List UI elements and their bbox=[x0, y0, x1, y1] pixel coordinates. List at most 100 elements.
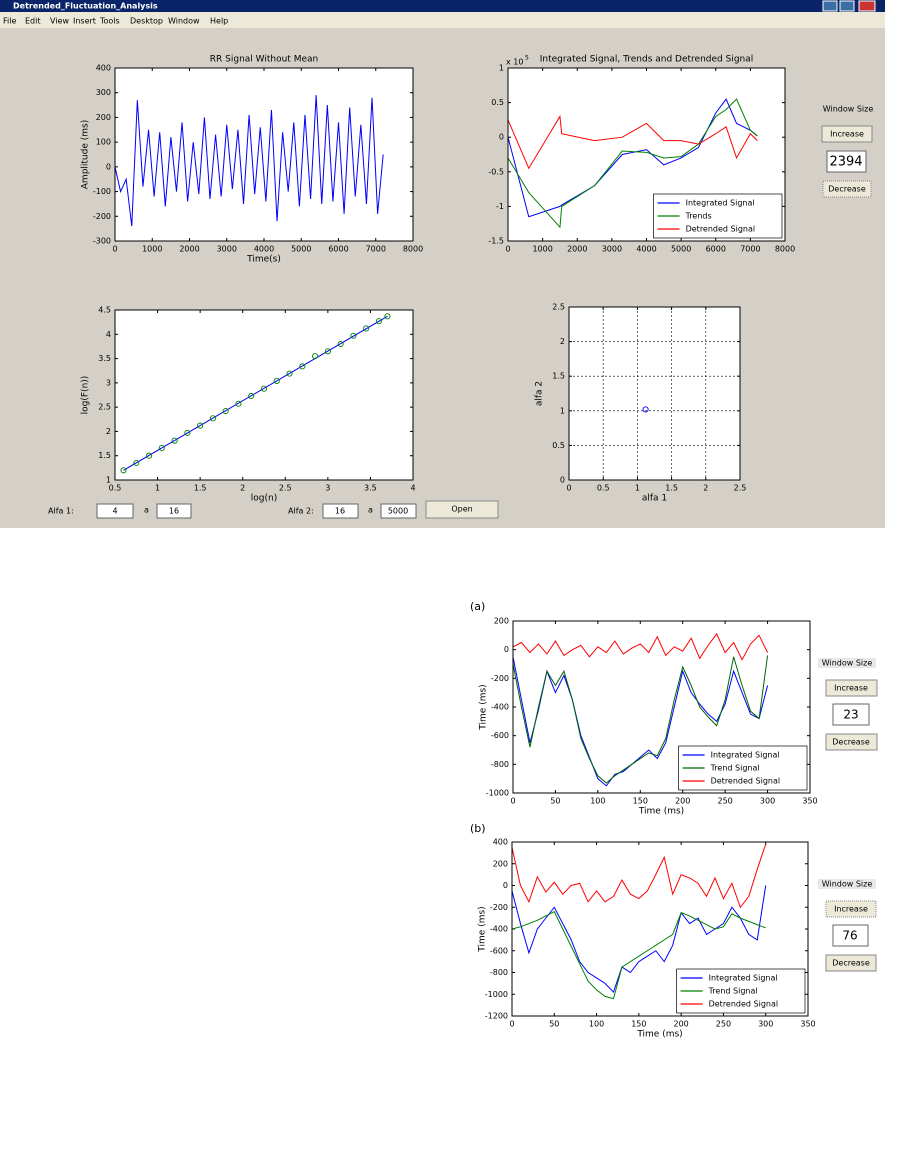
data-point bbox=[350, 332, 357, 339]
menu-bar bbox=[0, 12, 885, 28]
y-tick-label: -1000 bbox=[486, 789, 509, 798]
y-tick-label: 200 bbox=[96, 113, 111, 122]
x-tick-label: 350 bbox=[802, 797, 817, 806]
x-tick-label: 8000 bbox=[775, 245, 795, 254]
y-axis-label: Amplitude (ms) bbox=[81, 120, 91, 189]
data-point bbox=[184, 429, 191, 436]
x-tick-label: 3000 bbox=[217, 245, 237, 254]
legend-label: Trend Signal bbox=[708, 987, 758, 996]
x-tick-label: 2000 bbox=[567, 245, 587, 254]
menu-item[interactable]: Edit bbox=[25, 17, 41, 26]
y-axis-label: log(F(n)) bbox=[81, 376, 91, 415]
menu-item[interactable]: View bbox=[50, 17, 69, 26]
x-tick-label: 2 bbox=[703, 484, 708, 493]
decrease-button[interactable] bbox=[825, 733, 878, 751]
x-tick-label: 5000 bbox=[291, 245, 311, 254]
panel-label-bg bbox=[818, 658, 876, 668]
alfa1-to-box[interactable] bbox=[156, 503, 192, 519]
x-tick-label: 300 bbox=[760, 797, 775, 806]
window-size-box[interactable] bbox=[832, 924, 869, 947]
chart: 0 0.5 1 1.5 2 2.5 0 0.5 1 1.5 2 2.5 alfa 1 alfa 2 bbox=[535, 303, 747, 504]
data-point bbox=[286, 370, 293, 377]
increase-label: Increase bbox=[834, 684, 868, 693]
x-tick-label: 3 bbox=[325, 484, 330, 493]
data-point bbox=[222, 407, 229, 415]
x-tick-label: 2.5 bbox=[734, 484, 747, 493]
maximize-button[interactable] bbox=[839, 0, 855, 12]
series-line bbox=[511, 910, 766, 1000]
x-tick-label: 5000 bbox=[671, 245, 691, 254]
x-tick-label: 2000 bbox=[179, 245, 199, 254]
increase-button[interactable] bbox=[825, 900, 877, 918]
legend-label: Integrated Signal bbox=[709, 974, 778, 983]
x-tick-label: 350 bbox=[800, 1020, 815, 1029]
y-tick-label: 400 bbox=[493, 838, 508, 847]
series-line bbox=[511, 885, 767, 994]
open-button[interactable] bbox=[425, 500, 499, 519]
chart-title: Integrated Signal, Trends and Detrended … bbox=[540, 55, 754, 65]
alfa2-from: 16 bbox=[335, 507, 345, 516]
y-tick-label: 2.5 bbox=[98, 403, 111, 412]
data-point bbox=[248, 392, 255, 400]
window-size-box[interactable] bbox=[826, 150, 867, 173]
y-tick-label: -400 bbox=[491, 703, 509, 712]
plot-frame bbox=[512, 620, 811, 794]
alfa2-label: Alfa 2: bbox=[288, 507, 314, 516]
x-tick-label: 1 bbox=[155, 484, 160, 493]
x-tick-label: 1.5 bbox=[194, 484, 207, 493]
menu-item[interactable]: Help bbox=[210, 17, 228, 26]
y-axis-label: Time (ms) bbox=[478, 906, 488, 952]
increase-button[interactable] bbox=[825, 679, 878, 697]
series-line bbox=[114, 95, 384, 227]
x-axis-label: Time (ms) bbox=[636, 1030, 682, 1040]
x-axis-label: log(n) bbox=[251, 494, 277, 504]
x-tick-label: 6000 bbox=[328, 245, 348, 254]
x-tick-label: 50 bbox=[550, 797, 560, 806]
decrease-label: Decrease bbox=[832, 738, 870, 747]
increase-button[interactable] bbox=[821, 125, 873, 143]
close-button[interactable] bbox=[858, 0, 876, 12]
increase-label: Increase bbox=[834, 905, 868, 914]
data-point bbox=[235, 400, 242, 407]
decrease-button[interactable] bbox=[825, 954, 877, 972]
panel-label: Window Size bbox=[822, 659, 873, 668]
figure-label: (a) bbox=[470, 600, 485, 613]
data-point bbox=[197, 422, 204, 429]
x-tick-label: 200 bbox=[674, 1020, 689, 1029]
legend-label: Detrended Signal bbox=[686, 225, 756, 234]
alfa1-from-box[interactable] bbox=[96, 503, 134, 519]
y-tick-label: 0 bbox=[560, 476, 565, 485]
series-line bbox=[507, 98, 758, 218]
data-point bbox=[642, 406, 649, 413]
window-size-box[interactable] bbox=[832, 703, 870, 726]
y-tick-label: -200 bbox=[490, 903, 508, 912]
y-tick-label: -1.5 bbox=[488, 237, 504, 246]
menu-item[interactable]: Tools bbox=[99, 17, 120, 26]
alfa2-to-box[interactable] bbox=[380, 503, 417, 519]
axis-multiplier: x 10 bbox=[506, 58, 523, 67]
data-point bbox=[133, 459, 140, 467]
menu-item[interactable]: File bbox=[3, 17, 16, 26]
series-line bbox=[512, 655, 769, 784]
alfa2-from-box[interactable] bbox=[322, 503, 359, 519]
series-line bbox=[511, 844, 767, 909]
decrease-button[interactable] bbox=[822, 180, 872, 198]
menu-item[interactable]: Insert bbox=[73, 17, 96, 26]
x-tick-label: 250 bbox=[718, 797, 733, 806]
decrease-label: Decrease bbox=[828, 185, 866, 194]
x-tick-label: 4000 bbox=[254, 245, 274, 254]
window-size-panel: Window Size Increase 76 Decrease bbox=[818, 879, 877, 972]
series-line bbox=[512, 656, 769, 787]
y-tick-label: 1.5 bbox=[552, 372, 565, 381]
y-tick-label: -0.5 bbox=[488, 167, 504, 176]
y-axis-label: Time (ms) bbox=[479, 684, 489, 730]
data-point bbox=[384, 313, 391, 320]
data-point bbox=[158, 444, 165, 451]
menu-item[interactable]: Desktop bbox=[130, 17, 163, 26]
plot-frame bbox=[114, 67, 414, 242]
menu-item[interactable]: Window bbox=[168, 17, 200, 26]
minimize-button[interactable] bbox=[822, 0, 838, 12]
alfa2-to: 5000 bbox=[388, 507, 408, 516]
